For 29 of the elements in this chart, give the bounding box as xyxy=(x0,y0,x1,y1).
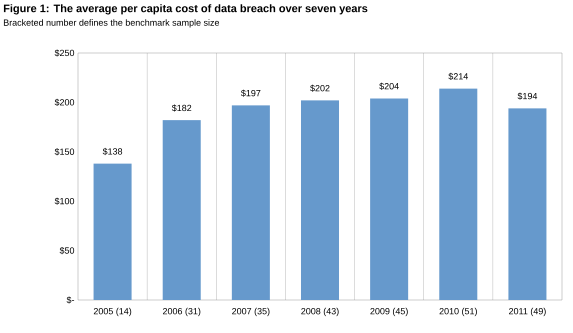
bar xyxy=(232,105,270,300)
x-tick-label: 2008 (43) xyxy=(301,308,339,316)
bar xyxy=(94,164,132,300)
y-tick-label: $200 xyxy=(54,98,74,106)
bar xyxy=(508,108,546,300)
y-tick-label: $100 xyxy=(54,198,74,205)
data-label: $214 xyxy=(448,72,468,80)
x-tick-label: 2011 (49) xyxy=(509,308,546,316)
data-label: $182 xyxy=(172,104,192,112)
chart-subtitle: Bracketed number defines the benchmark sample size xyxy=(4,19,220,28)
x-tick-label: 2007 (35) xyxy=(232,308,270,316)
y-tick-label: $250 xyxy=(54,49,74,57)
data-label: $138 xyxy=(102,148,122,156)
bar xyxy=(439,88,478,300)
bar xyxy=(162,120,201,300)
data-label: $202 xyxy=(310,84,330,92)
data-label: $194 xyxy=(518,92,538,100)
y-tick-label: $150 xyxy=(54,148,74,156)
chart-title: Figure 1: The average per capita cost of data breach over seven years xyxy=(4,4,368,14)
x-tick-label: 2009 (45) xyxy=(370,308,408,316)
y-tick-label: $- xyxy=(66,296,74,304)
x-tick-label: 2005 (14) xyxy=(94,308,132,316)
y-tick-label: $50 xyxy=(60,246,74,254)
bar xyxy=(300,100,340,300)
data-label: $204 xyxy=(379,82,399,90)
data-label: $197 xyxy=(240,90,260,97)
x-tick-label: 2010 (51) xyxy=(440,308,477,316)
bar xyxy=(370,98,408,300)
x-tick-label: 2006 (31) xyxy=(162,308,200,316)
